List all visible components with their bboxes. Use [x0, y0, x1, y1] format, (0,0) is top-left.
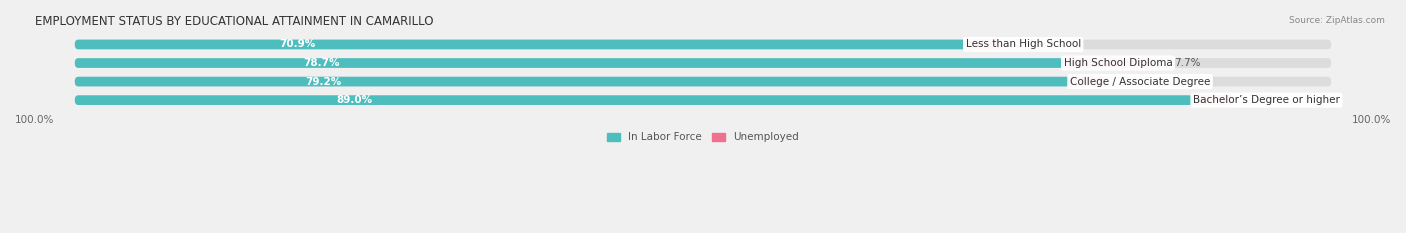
Text: 3.3%: 3.3%	[1249, 95, 1274, 105]
Text: 7.7%: 7.7%	[1174, 58, 1201, 68]
Legend: In Labor Force, Unemployed: In Labor Force, Unemployed	[603, 128, 803, 147]
FancyBboxPatch shape	[1194, 95, 1234, 105]
Text: High School Diploma: High School Diploma	[1063, 58, 1173, 68]
Text: 89.0%: 89.0%	[336, 95, 373, 105]
FancyBboxPatch shape	[75, 40, 1331, 49]
Text: 79.2%: 79.2%	[305, 77, 342, 87]
FancyBboxPatch shape	[1063, 58, 1160, 68]
Text: 2.9%: 2.9%	[1015, 39, 1042, 49]
FancyBboxPatch shape	[75, 58, 1063, 68]
Text: 70.9%: 70.9%	[280, 39, 315, 49]
Text: College / Associate Degree: College / Associate Degree	[1070, 77, 1211, 87]
FancyBboxPatch shape	[1070, 77, 1109, 86]
FancyBboxPatch shape	[966, 40, 1002, 49]
FancyBboxPatch shape	[75, 77, 1070, 86]
FancyBboxPatch shape	[75, 95, 1194, 105]
FancyBboxPatch shape	[75, 40, 966, 49]
Text: Source: ZipAtlas.com: Source: ZipAtlas.com	[1289, 16, 1385, 25]
Text: EMPLOYMENT STATUS BY EDUCATIONAL ATTAINMENT IN CAMARILLO: EMPLOYMENT STATUS BY EDUCATIONAL ATTAINM…	[35, 15, 433, 28]
Text: 78.7%: 78.7%	[304, 58, 340, 68]
Text: Less than High School: Less than High School	[966, 39, 1081, 49]
FancyBboxPatch shape	[75, 95, 1331, 105]
FancyBboxPatch shape	[75, 77, 1331, 86]
Text: Bachelor’s Degree or higher: Bachelor’s Degree or higher	[1194, 95, 1340, 105]
FancyBboxPatch shape	[75, 58, 1331, 68]
Text: 3.1%: 3.1%	[1122, 77, 1149, 87]
